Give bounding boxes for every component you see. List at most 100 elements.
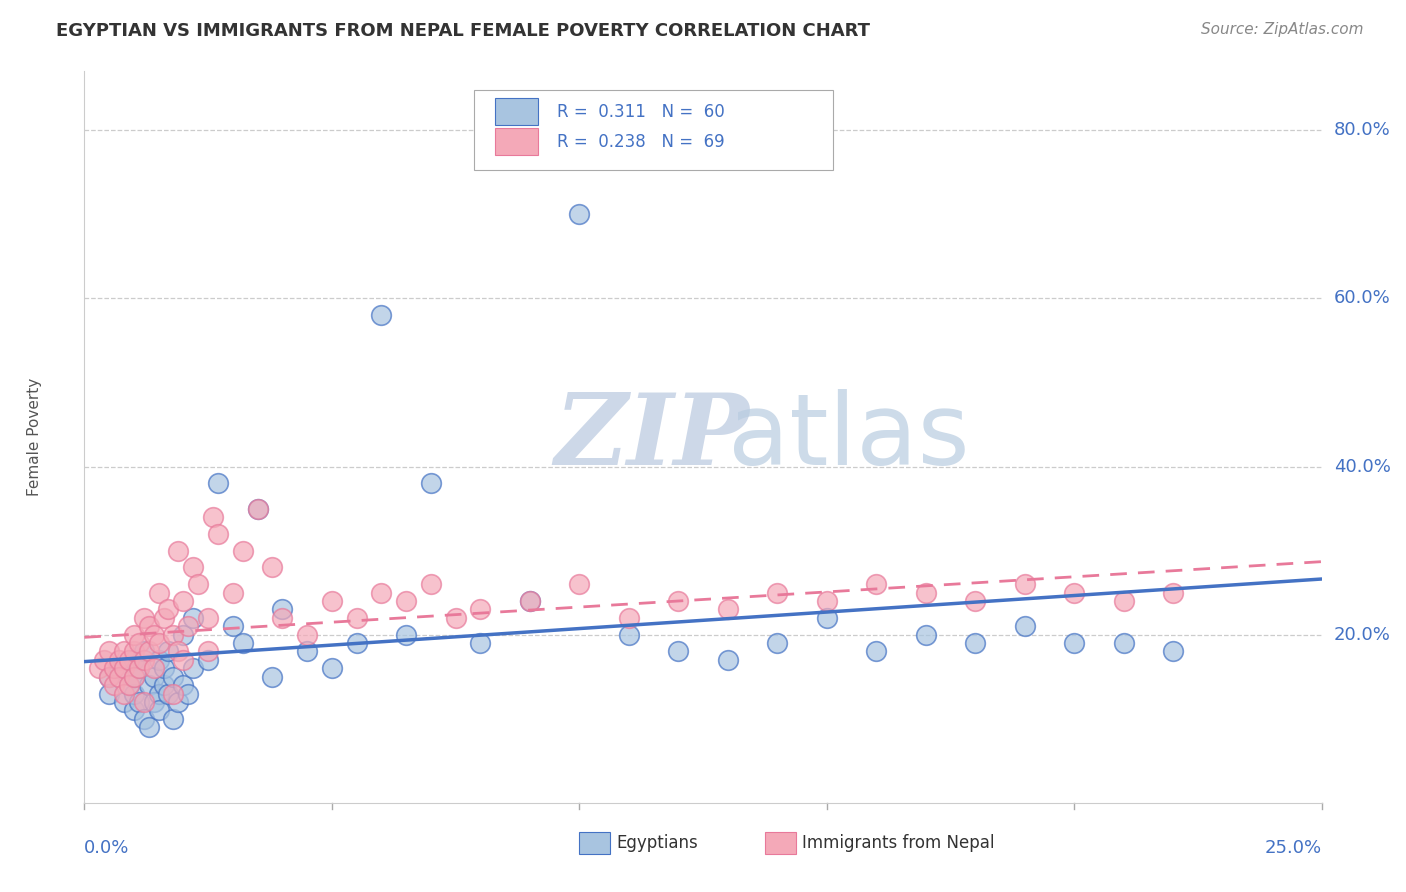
Point [132,712,155,726]
Point [128,695,150,709]
Point [132,644,155,658]
Point [122,703,145,717]
Point [766,636,789,650]
Point [444,611,467,625]
Point [865,644,887,658]
Point [717,602,740,616]
Point [148,703,170,717]
Point [122,653,145,667]
Point [122,627,145,641]
Point [1063,585,1085,599]
Point [914,585,936,599]
Point [419,476,441,491]
Point [295,627,318,641]
Point [197,611,219,625]
Point [1112,594,1135,608]
FancyBboxPatch shape [474,90,832,170]
Point [232,636,254,650]
Point [172,627,194,641]
Point [419,577,441,591]
Point [167,543,190,558]
Point [138,720,160,734]
Point [162,670,184,684]
Point [815,611,838,625]
Point [167,695,190,709]
Point [108,661,131,675]
Text: 40.0%: 40.0% [1334,458,1391,475]
Point [232,543,254,558]
FancyBboxPatch shape [495,128,538,155]
Point [965,636,987,650]
Point [172,653,194,667]
Point [271,602,294,616]
Point [108,670,131,684]
Point [395,627,418,641]
Point [103,661,125,675]
Point [103,678,125,692]
Point [295,644,318,658]
Point [181,611,204,625]
Text: EGYPTIAN VS IMMIGRANTS FROM NEPAL FEMALE POVERTY CORRELATION CHART: EGYPTIAN VS IMMIGRANTS FROM NEPAL FEMALE… [56,22,870,40]
Point [717,653,740,667]
Text: Female Poverty: Female Poverty [27,378,42,496]
Point [138,644,160,658]
Point [112,644,135,658]
Point [128,636,150,650]
FancyBboxPatch shape [495,98,538,126]
Text: R =  0.311   N =  60: R = 0.311 N = 60 [557,103,724,120]
Text: 80.0%: 80.0% [1334,121,1391,139]
Point [197,644,219,658]
Point [142,627,165,641]
Text: Immigrants from Nepal: Immigrants from Nepal [801,834,994,852]
Point [197,653,219,667]
Point [181,560,204,574]
Point [370,585,392,599]
Point [666,594,689,608]
Point [132,695,155,709]
Point [470,636,492,650]
Point [167,644,190,658]
Text: 60.0%: 60.0% [1334,289,1391,308]
Point [1014,577,1036,591]
Point [132,653,155,667]
FancyBboxPatch shape [579,832,610,854]
Text: Source: ZipAtlas.com: Source: ZipAtlas.com [1201,22,1364,37]
Text: atlas: atlas [728,389,969,485]
Point [112,686,135,700]
Point [148,686,170,700]
Point [98,670,121,684]
Point [142,670,165,684]
Point [262,670,284,684]
Point [1161,585,1184,599]
Point [122,644,145,658]
Point [568,577,591,591]
Point [162,686,184,700]
Point [865,577,887,591]
Point [152,611,174,625]
Point [112,695,135,709]
Point [346,611,368,625]
Text: Egyptians: Egyptians [616,834,699,852]
Point [132,611,155,625]
Point [172,678,194,692]
Point [162,627,184,641]
Point [128,661,150,675]
Point [112,661,135,675]
Point [148,653,170,667]
Point [162,712,184,726]
Point [122,670,145,684]
Point [666,644,689,658]
Point [1112,636,1135,650]
Point [202,510,225,524]
Text: 25.0%: 25.0% [1264,839,1322,857]
Point [395,594,418,608]
Point [152,678,174,692]
Point [152,661,174,675]
Point [142,695,165,709]
Point [1063,636,1085,650]
Point [470,602,492,616]
Point [207,526,229,541]
Point [222,585,245,599]
Point [181,661,204,675]
Point [157,644,180,658]
